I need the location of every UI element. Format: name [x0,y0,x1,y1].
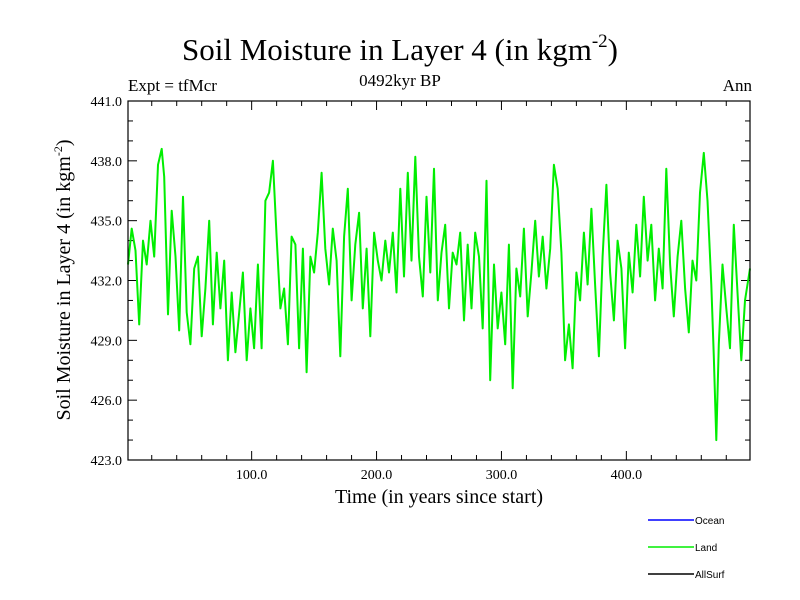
y-tick-label: 426.0 [91,394,123,409]
x-tick-label: 200.0 [361,468,393,483]
subtitle-season: Ann [722,76,752,95]
y-axis-label: Soil Moisture in Layer 4 (in kgm-2) [51,139,75,420]
y-axis-label-close: ) [53,139,75,146]
y-tick-label: 438.0 [91,155,123,170]
chart-title-main: Soil Moisture in Layer 4 (in kgm [182,32,592,67]
series-line-land [127,147,751,442]
subtitle-experiment: Expt = tfMcr [128,76,217,95]
chart-title-exponent: -2 [591,31,608,52]
x-tick-label: 300.0 [486,468,518,483]
x-axis-label: Time (in years since start) [335,486,543,508]
legend: Ocean Land AllSurf [648,516,725,581]
tick-label-layer: 423.0 426.0 429.0 432.0 435.0 438.0 441.0 100.0… [91,95,643,483]
y-tick-label: 441.0 [91,95,123,110]
series-layer [127,147,751,442]
x-tick-label: 100.0 [236,468,268,483]
legend-label-allsurf: AllSurf [695,570,725,581]
chart-title: Soil Moisture in Layer 4 (in kgm-2) [0,32,800,68]
y-axis-label-exponent: -2 [51,146,65,156]
subtitle-period: 0492kyr BP [359,71,441,90]
legend-label-ocean: Ocean [695,516,724,527]
y-axis-label-main: Soil Moisture in Layer 4 (in kgm [53,156,75,421]
legend-label-land: Land [695,543,717,554]
y-tick-label: 435.0 [91,215,123,230]
y-tick-label: 423.0 [91,454,123,469]
plot-frame [127,100,751,461]
y-tick-label: 432.0 [91,275,123,290]
chart-title-close: ) [607,32,618,67]
x-tick-label: 400.0 [611,468,643,483]
y-tick-label: 429.0 [91,334,123,349]
